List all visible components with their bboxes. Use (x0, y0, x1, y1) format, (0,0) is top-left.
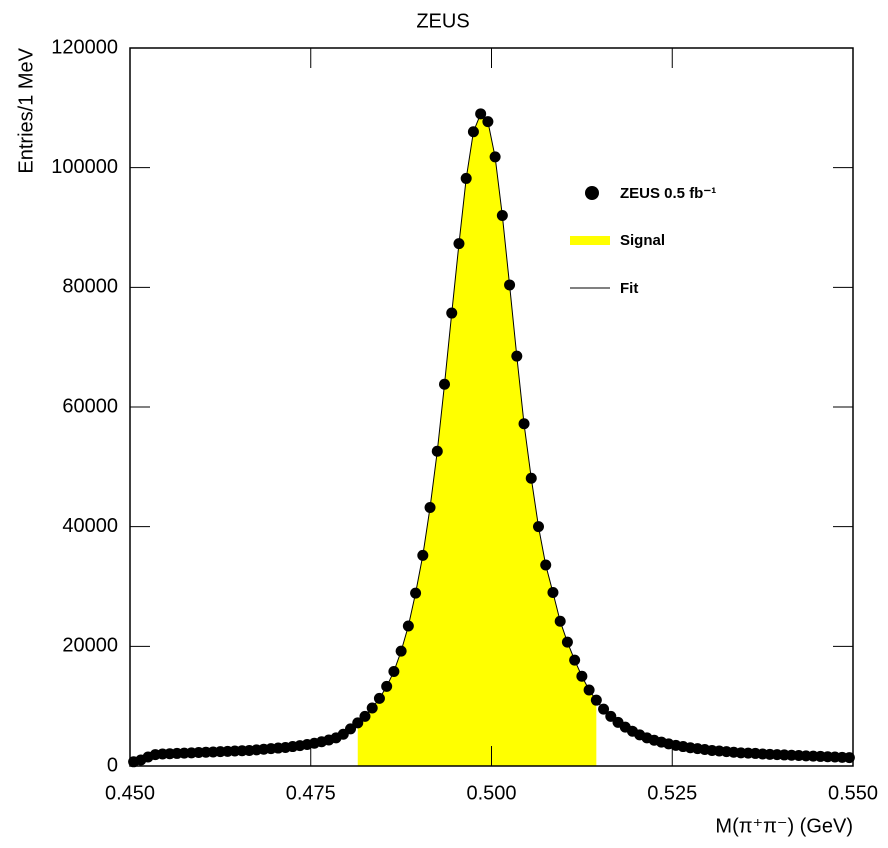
y-tick-label: 40000 (62, 515, 118, 537)
data-point (489, 151, 501, 163)
data-point (359, 710, 371, 722)
data-point (373, 692, 385, 704)
chart-title: ZEUS (416, 10, 469, 32)
x-tick-label: 0.475 (286, 782, 336, 804)
data-point (590, 694, 602, 706)
y-tick-label: 120000 (51, 36, 118, 58)
data-point (453, 238, 465, 250)
data-point (345, 723, 357, 735)
data-point (467, 126, 479, 138)
x-axis-label: M(π⁺π⁻) (GeV) (715, 815, 853, 837)
data-point (532, 521, 544, 533)
data-point (417, 549, 429, 561)
data-point (540, 559, 552, 571)
data-point (583, 684, 595, 696)
data-point (446, 307, 458, 319)
y-tick-label: 100000 (51, 156, 118, 178)
data-point (547, 586, 559, 598)
data-point (366, 702, 378, 714)
legend-swatch (570, 236, 610, 245)
data-point (352, 717, 364, 729)
y-tick-label: 0 (107, 754, 118, 776)
y-tick-label: 20000 (62, 635, 118, 657)
data-point (605, 710, 617, 722)
data-point (569, 654, 581, 666)
x-tick-label: 0.450 (105, 782, 155, 804)
data-point (511, 350, 523, 362)
data-point (482, 116, 494, 128)
data-point (431, 445, 443, 457)
data-point (395, 645, 407, 657)
data-point (475, 108, 487, 120)
data-point (402, 620, 414, 632)
y-tick-label: 60000 (62, 395, 118, 417)
y-tick-label: 80000 (62, 276, 118, 298)
x-tick-label: 0.550 (828, 782, 878, 804)
legend-marker (585, 186, 599, 200)
legend-label: Signal (620, 232, 665, 249)
y-axis-label: Entries/1 MeV (15, 47, 37, 173)
data-point (381, 680, 393, 692)
data-point (496, 210, 508, 222)
data-point (576, 670, 588, 682)
data-point (439, 378, 451, 390)
legend-label: Fit (620, 280, 638, 297)
data-point (410, 587, 422, 599)
data-point (388, 665, 400, 677)
data-point (424, 502, 436, 514)
x-tick-label: 0.500 (466, 782, 516, 804)
data-point (460, 172, 472, 184)
data-point (525, 472, 537, 484)
data-point (561, 636, 573, 648)
data-point (554, 615, 566, 627)
data-point (598, 703, 610, 715)
legend-label: ZEUS 0.5 fb⁻¹ (620, 185, 716, 202)
data-point (518, 418, 530, 430)
data-point (504, 279, 516, 291)
data-point (843, 752, 855, 764)
signal-area (357, 113, 597, 767)
x-tick-label: 0.525 (647, 782, 697, 804)
